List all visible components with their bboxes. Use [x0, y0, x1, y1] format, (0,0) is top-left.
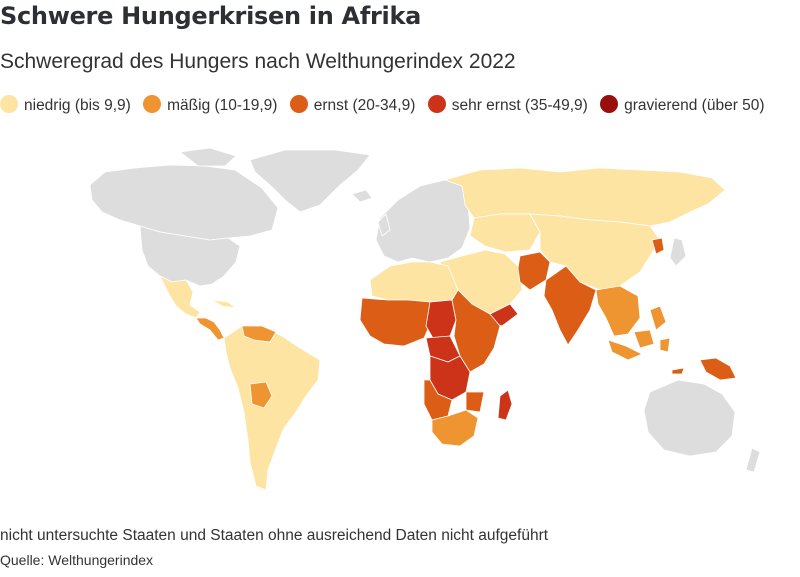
region-bolivia[interactable] — [249, 381, 273, 409]
legend-item-gravierend: gravierend (über 50) — [600, 95, 765, 114]
region-papua-new-guinea[interactable] — [699, 357, 737, 381]
legend-label-sehr-ernst: sehr ernst (35-49,9) — [451, 97, 588, 114]
legend-swatch-maessig — [143, 95, 162, 113]
region-central-asia[interactable] — [469, 213, 541, 253]
region-japan[interactable] — [669, 237, 687, 267]
map-title: Schwere Hungerkrisen in Afrika — [0, 2, 421, 30]
legend-label-niedrig: niedrig (bis 9,9) — [24, 97, 131, 114]
legend-item-niedrig: niedrig (bis 9,9) — [0, 95, 131, 114]
map-note: nicht untersuchte Staaten und Staaten oh… — [0, 527, 549, 544]
legend-item-ernst: ernst (20-34,9) — [289, 95, 416, 114]
region-madagascar[interactable] — [497, 389, 513, 421]
region-north-korea[interactable] — [651, 237, 665, 255]
world-map[interactable] — [0, 140, 800, 520]
region-australia[interactable] — [643, 379, 736, 457]
legend-item-maessig: mäßig (10-19,9) — [143, 95, 278, 114]
region-caribbean[interactable] — [211, 299, 237, 309]
map-source: Quelle: Welthungerindex — [0, 552, 154, 568]
region-philippines[interactable] — [649, 305, 667, 331]
region-southern-africa[interactable] — [431, 409, 479, 447]
region-india[interactable] — [543, 265, 597, 346]
region-greenland[interactable] — [249, 149, 371, 213]
region-europe[interactable] — [375, 179, 471, 263]
legend-label-ernst: ernst (20-34,9) — [313, 97, 416, 114]
region-central-america[interactable] — [195, 317, 225, 341]
region-timor-leste[interactable] — [671, 367, 685, 375]
map-subtitle: Schweregrad des Hungers nach Welthungeri… — [0, 50, 516, 73]
legend-swatch-ernst — [289, 95, 308, 113]
region-west-africa[interactable] — [359, 297, 433, 347]
region-mozambique[interactable] — [465, 391, 485, 413]
legend-swatch-gravierend — [600, 95, 619, 113]
region-sulawesi[interactable] — [659, 337, 671, 353]
region-new-zealand[interactable] — [745, 447, 761, 473]
legend-item-sehr-ernst: sehr ernst (35-49,9) — [427, 95, 588, 114]
region-china[interactable] — [529, 213, 661, 291]
region-borneo[interactable] — [633, 329, 655, 349]
region-arctic-islands[interactable] — [179, 147, 237, 167]
region-iceland[interactable] — [351, 189, 373, 203]
legend-swatch-niedrig — [0, 95, 18, 113]
region-usa[interactable] — [139, 225, 241, 287]
region-chad[interactable] — [425, 299, 457, 341]
region-angola[interactable] — [423, 379, 453, 421]
region-south-america[interactable] — [223, 325, 321, 491]
region-mexico[interactable] — [159, 275, 201, 319]
legend: niedrig (bis 9,9) mäßig (10-19,9) ernst … — [0, 94, 790, 118]
legend-label-maessig: mäßig (10-19,9) — [167, 97, 278, 114]
region-afghanistan[interactable] — [517, 251, 551, 291]
region-canada[interactable] — [89, 164, 279, 241]
region-east-africa[interactable] — [451, 289, 501, 373]
legend-label-gravierend: gravierend (über 50) — [624, 97, 765, 114]
region-north-africa[interactable] — [369, 261, 459, 303]
region-venezuela[interactable] — [241, 325, 277, 343]
region-southeast-asia[interactable] — [595, 285, 641, 337]
region-uk[interactable] — [377, 213, 391, 237]
region-indonesia[interactable] — [607, 339, 643, 361]
legend-swatch-sehr-ernst — [427, 95, 446, 113]
